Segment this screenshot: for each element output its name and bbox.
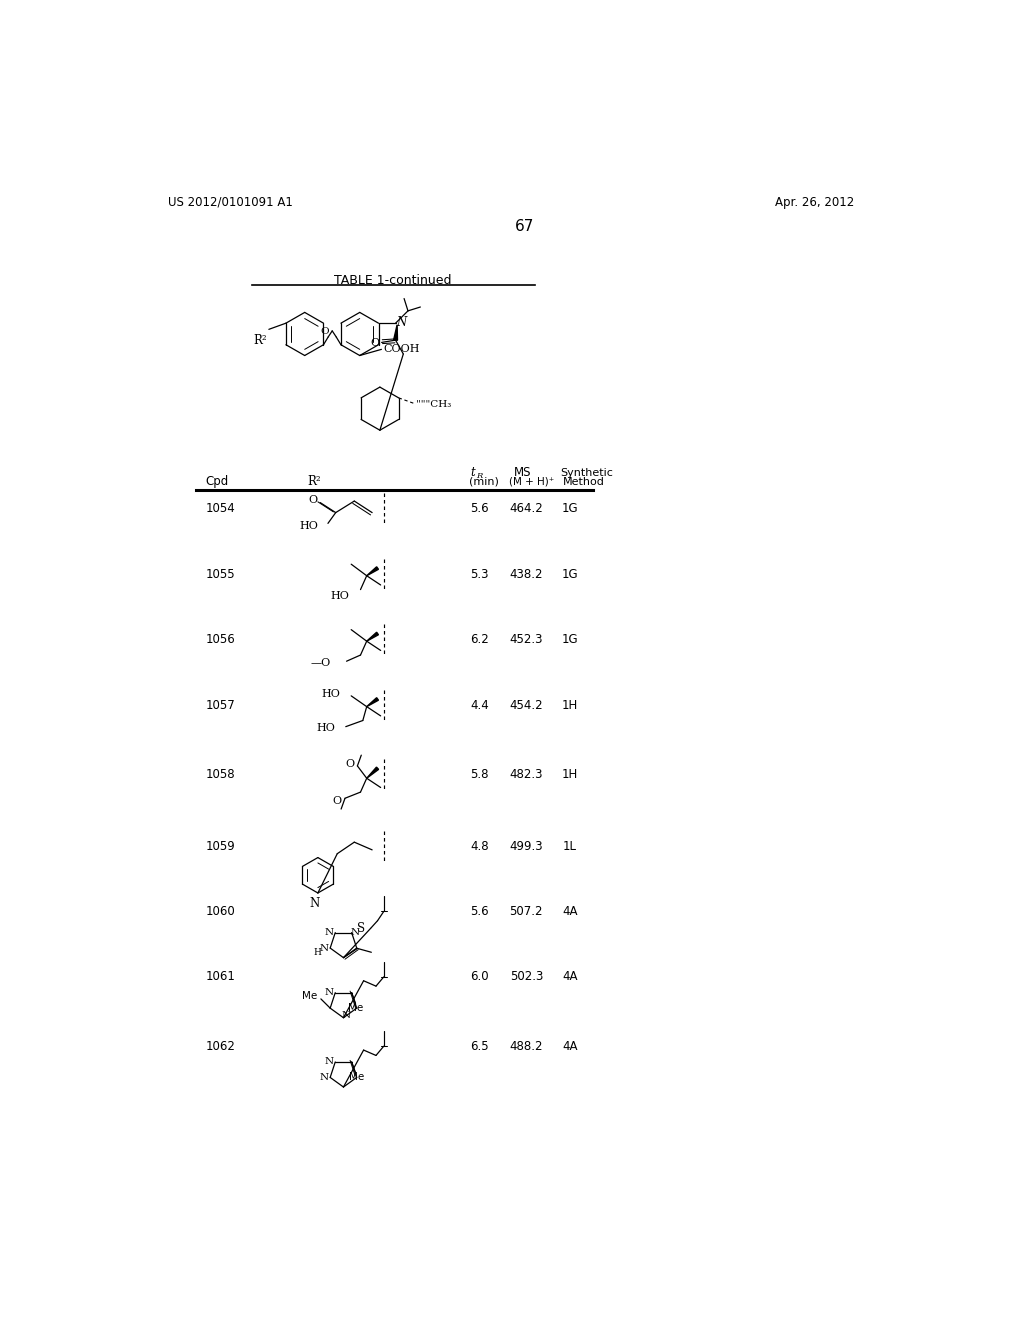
Text: 6.5: 6.5 bbox=[471, 1040, 489, 1053]
Text: 1055: 1055 bbox=[206, 568, 236, 581]
Text: US 2012/0101091 A1: US 2012/0101091 A1 bbox=[168, 195, 293, 209]
Text: Me: Me bbox=[348, 1003, 364, 1012]
Text: 4A: 4A bbox=[562, 906, 578, 917]
Text: 452.3: 452.3 bbox=[510, 634, 543, 647]
Text: 464.2: 464.2 bbox=[510, 502, 543, 515]
Text: O: O bbox=[308, 495, 317, 506]
Text: t: t bbox=[471, 466, 475, 479]
Text: 1062: 1062 bbox=[206, 1040, 236, 1053]
Text: 502.3: 502.3 bbox=[510, 970, 543, 983]
Text: 1H: 1H bbox=[561, 698, 578, 711]
Text: HO: HO bbox=[331, 591, 349, 601]
Text: N: N bbox=[319, 944, 329, 953]
Text: 507.2: 507.2 bbox=[510, 906, 543, 917]
Text: S: S bbox=[357, 921, 366, 935]
Text: 482.3: 482.3 bbox=[510, 768, 543, 781]
Text: N: N bbox=[309, 896, 319, 909]
Text: O: O bbox=[321, 327, 329, 337]
Text: N: N bbox=[325, 989, 334, 997]
Text: COOH: COOH bbox=[383, 343, 420, 354]
Text: 1G: 1G bbox=[561, 568, 579, 581]
Text: HO: HO bbox=[322, 689, 340, 698]
Text: TABLE 1-continued: TABLE 1-continued bbox=[334, 273, 451, 286]
Polygon shape bbox=[367, 566, 379, 576]
Text: Me: Me bbox=[349, 1072, 365, 1081]
Text: N: N bbox=[325, 928, 334, 937]
Text: R²: R² bbox=[307, 475, 321, 488]
Text: 1057: 1057 bbox=[206, 698, 236, 711]
Text: N: N bbox=[342, 1011, 351, 1020]
Text: MS: MS bbox=[514, 466, 531, 479]
Text: (min): (min) bbox=[469, 477, 499, 487]
Text: 454.2: 454.2 bbox=[510, 698, 543, 711]
Text: 1L: 1L bbox=[563, 840, 577, 853]
Text: O: O bbox=[345, 759, 354, 770]
Text: N: N bbox=[396, 315, 407, 329]
Text: Me: Me bbox=[302, 991, 317, 1001]
Text: 5.3: 5.3 bbox=[471, 568, 489, 581]
Text: 1056: 1056 bbox=[206, 634, 236, 647]
Text: N: N bbox=[325, 1057, 334, 1067]
Text: 6.2: 6.2 bbox=[470, 634, 489, 647]
Text: O: O bbox=[333, 796, 342, 805]
Text: 1G: 1G bbox=[561, 634, 579, 647]
Polygon shape bbox=[367, 767, 379, 779]
Text: 488.2: 488.2 bbox=[510, 1040, 543, 1053]
Text: O: O bbox=[370, 338, 379, 348]
Text: HO: HO bbox=[316, 723, 335, 733]
Text: Cpd: Cpd bbox=[206, 475, 228, 488]
Text: N: N bbox=[350, 928, 359, 937]
Text: """CH₃: """CH₃ bbox=[417, 400, 452, 408]
Text: N: N bbox=[319, 1073, 329, 1082]
Text: R²: R² bbox=[254, 334, 267, 347]
Text: 4A: 4A bbox=[562, 1040, 578, 1053]
Text: 1054: 1054 bbox=[206, 502, 236, 515]
Text: Synthetic: Synthetic bbox=[560, 467, 613, 478]
Text: 438.2: 438.2 bbox=[510, 568, 543, 581]
Text: 1058: 1058 bbox=[206, 768, 236, 781]
Text: 5.6: 5.6 bbox=[471, 906, 489, 917]
Text: 67: 67 bbox=[515, 219, 535, 234]
Text: 1059: 1059 bbox=[206, 840, 236, 853]
Text: H: H bbox=[313, 948, 322, 957]
Text: 5.8: 5.8 bbox=[471, 768, 489, 781]
Text: 1061: 1061 bbox=[206, 970, 236, 983]
Text: HO: HO bbox=[300, 520, 318, 531]
Text: 1060: 1060 bbox=[206, 906, 236, 917]
Text: —O: —O bbox=[311, 657, 331, 668]
Text: 6.0: 6.0 bbox=[471, 970, 489, 983]
Text: 4.4: 4.4 bbox=[470, 698, 489, 711]
Text: (M + H)⁺: (M + H)⁺ bbox=[509, 477, 555, 487]
Text: 4.8: 4.8 bbox=[471, 840, 489, 853]
Text: 1H: 1H bbox=[561, 768, 578, 781]
Text: Apr. 26, 2012: Apr. 26, 2012 bbox=[775, 195, 854, 209]
Polygon shape bbox=[393, 325, 397, 341]
Text: R: R bbox=[476, 471, 482, 479]
Text: 4A: 4A bbox=[562, 970, 578, 983]
Text: 1G: 1G bbox=[561, 502, 579, 515]
Polygon shape bbox=[367, 632, 379, 642]
Text: 5.6: 5.6 bbox=[471, 502, 489, 515]
Text: Method: Method bbox=[563, 477, 604, 487]
Polygon shape bbox=[367, 698, 379, 706]
Text: 499.3: 499.3 bbox=[510, 840, 543, 853]
